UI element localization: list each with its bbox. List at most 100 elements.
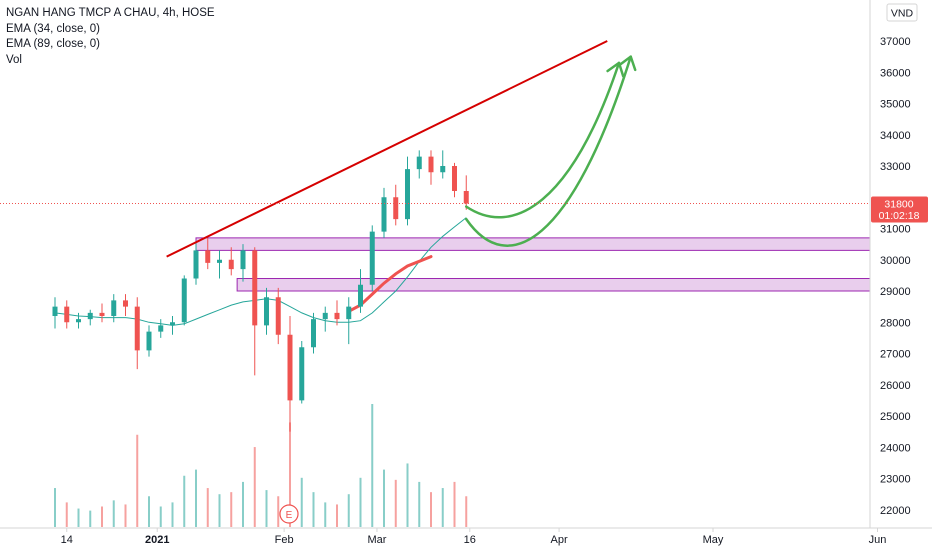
volume-bar [124, 504, 127, 527]
price-axis: 22000 23000 24000 25000 26000 27000 28000 29000… [880, 36, 911, 517]
price-tick-label: 35000 [880, 99, 911, 111]
volume-bar [242, 481, 244, 527]
trendline [166, 40, 608, 258]
volume-bar [171, 502, 174, 527]
volume-bar [54, 488, 56, 527]
candle-body [287, 334, 293, 401]
candle-body [87, 312, 93, 320]
candles [52, 150, 469, 432]
time-tick-label: Feb [275, 534, 294, 546]
candle-body [111, 300, 117, 316]
price-tick-label: 30000 [880, 255, 911, 267]
chart-legend: NGAN HANG TMCP A CHAU, 4h, HOSE EMA (34,… [6, 6, 215, 68]
candle-body [205, 250, 211, 263]
price-tick-label: 29000 [880, 286, 911, 298]
volume-bar [89, 510, 92, 527]
candle-body [311, 319, 316, 348]
candle-body [358, 284, 363, 307]
time-axis: 14 2021 Feb Mar 16 Apr May Jun [61, 528, 887, 546]
candle-body [452, 166, 457, 191]
time-tick-label: 14 [61, 534, 73, 546]
volume-bar [289, 422, 291, 527]
candle-body [228, 259, 234, 270]
price-tick-label: 26000 [880, 380, 911, 392]
volume-bar [441, 488, 444, 527]
volume-bar [230, 492, 233, 527]
candle-body [264, 297, 269, 326]
candle-body [240, 250, 246, 270]
price-tick-label: 23000 [880, 474, 911, 486]
candle-body [217, 259, 222, 263]
volume-bar [383, 469, 385, 527]
volume-legend[interactable]: Vol [6, 53, 22, 66]
candle-body [252, 250, 258, 326]
volume-bar [159, 506, 162, 527]
candle-body [275, 297, 281, 335]
candle-body [322, 312, 328, 320]
volume-bar [406, 463, 409, 527]
drawings [0, 40, 870, 258]
event-marker-icon: E [286, 510, 293, 521]
candle-body [381, 197, 387, 232]
ema-34-line [54, 217, 467, 326]
time-tick-label: Mar [367, 534, 386, 546]
price-tick-label: 36000 [880, 67, 911, 79]
price-badge-value: 31800 [884, 199, 913, 211]
volume-bar [465, 496, 468, 527]
price-tick-label: 25000 [880, 411, 911, 423]
currency-badge[interactable]: VND [886, 3, 918, 22]
time-tick-label: 16 [464, 534, 476, 546]
candle-body [393, 197, 399, 220]
candle-body [134, 306, 140, 351]
price-tick-label: 27000 [880, 349, 911, 361]
support-zone-2 [236, 278, 871, 292]
price-tick-label: 24000 [880, 442, 911, 454]
candle-body [52, 306, 58, 316]
projection-curve-1 [465, 61, 621, 219]
candle-body [99, 312, 105, 316]
time-tick-label: May [703, 534, 724, 546]
volume-bar [418, 481, 421, 527]
volume-bar [265, 490, 268, 527]
volume-bar [136, 434, 139, 527]
candle-body [440, 166, 446, 173]
candle-body [428, 156, 434, 173]
volume-bar [65, 502, 68, 527]
price-tick-label: 33000 [880, 161, 911, 173]
volume-bar [336, 504, 338, 527]
volume-bars [54, 404, 468, 527]
volume-bar [218, 494, 221, 527]
support-zone-1 [195, 237, 871, 251]
volume-bar [206, 488, 209, 527]
price-badge: 31800 01:02:18 [871, 196, 928, 223]
candle-body [76, 319, 81, 323]
candle-body [64, 306, 70, 323]
symbol-title[interactable]: NGAN HANG TMCP A CHAU, 4h, HOSE [6, 7, 215, 19]
volume-bar [430, 492, 432, 527]
candle-body [346, 306, 352, 320]
volume-bar [77, 508, 80, 527]
price-tick-label: 22000 [880, 505, 911, 517]
volume-bar [312, 492, 315, 527]
volume-bar [300, 477, 303, 527]
volume-bar [347, 494, 350, 527]
price-tick-label: 31000 [880, 224, 911, 236]
volume-bar [112, 500, 115, 527]
candle-body [299, 347, 305, 401]
ema-fast-legend[interactable]: EMA (34, close, 0) [6, 22, 100, 35]
candle-body [334, 312, 340, 320]
candle-body [181, 278, 187, 323]
price-tick-label: 34000 [880, 130, 911, 142]
ema-slow-legend[interactable]: EMA (89, close, 0) [6, 38, 100, 50]
volume-bar [253, 447, 256, 527]
volume-bar [277, 496, 280, 527]
volume-bar [324, 502, 327, 527]
price-badge-countdown: 01:02:18 [879, 210, 920, 222]
time-tick-label: Jun [869, 534, 887, 546]
event-marker[interactable]: E [279, 504, 299, 524]
volume-bar [101, 506, 103, 527]
time-tick-label: Apr [551, 534, 568, 546]
volume-bar [195, 469, 197, 527]
